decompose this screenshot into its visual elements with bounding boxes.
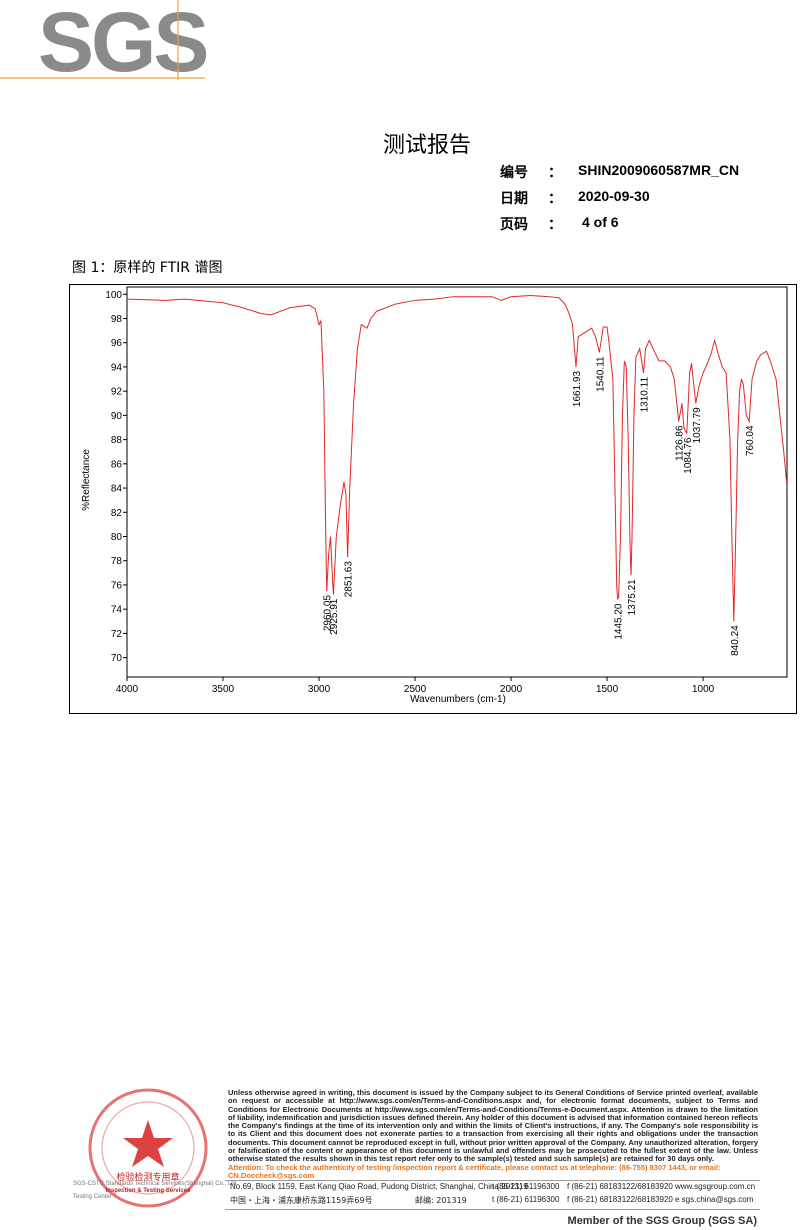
field-value: 2020-09-30 <box>578 188 650 204</box>
email: e sgs.china@sgs.com <box>675 1195 754 1204</box>
peak-label: 1310.11 <box>640 377 651 413</box>
rule <box>225 1180 760 1181</box>
y-tick-label: 72 <box>111 629 123 640</box>
figure-caption: 图 1：原样的 FTIR 谱图 <box>72 260 223 276</box>
field-sep: ： <box>548 216 562 232</box>
rule <box>225 1209 760 1210</box>
peak-label: 1445.20 <box>614 603 625 640</box>
member-text: Member of the SGS Group (SGS SA) <box>567 1215 757 1227</box>
phone: t (86-21) 61196300 <box>492 1195 560 1204</box>
postcode: 邮编: 201319 <box>415 1196 467 1205</box>
y-tick-label: 78 <box>111 556 123 567</box>
y-tick-label: 86 <box>111 459 123 470</box>
plot-frame <box>126 286 788 678</box>
stamp-company: SGS-CSTC Standards Technical Services(Sh… <box>73 1181 238 1187</box>
attention-text: Attention: To check the authenticity of … <box>228 1163 721 1181</box>
spectrum-line <box>126 294 788 622</box>
field-label: 编号 <box>500 164 528 180</box>
x-tick-label: 1000 <box>692 684 715 695</box>
peak-label: 2960.05 <box>323 595 334 632</box>
y-tick-label: 88 <box>111 435 123 446</box>
stamp-seal: 检验检测专用章 <box>116 1171 179 1182</box>
y-tick-label: 94 <box>111 362 123 373</box>
field-sep: ： <box>548 164 562 180</box>
field-label: 日期 <box>500 190 528 206</box>
x-tick-label: 1500 <box>596 684 619 695</box>
legal-text: Unless otherwise agreed in writing, this… <box>228 1088 758 1164</box>
y-tick-label: 98 <box>111 314 123 325</box>
stamp: 检验检测专用章 Inspection & Testing Services <box>88 1088 208 1208</box>
peak-label: 2925.91 <box>329 598 340 635</box>
peak-label: 760.04 <box>745 425 756 456</box>
peak-label: 1126.86 <box>675 425 686 461</box>
peak-label: 2851.63 <box>344 561 355 598</box>
y-tick-label: 84 <box>111 484 123 495</box>
website: www.sgsgroup.com.cn <box>675 1182 756 1191</box>
y-tick-label: 92 <box>111 387 123 398</box>
address: 中国・上海・浦东康桥东路1159弄69号 <box>230 1196 373 1205</box>
peak-label: 1661.93 <box>572 371 583 408</box>
address: No.69, Block 1159, East Kang Qiao Road, … <box>230 1182 528 1191</box>
y-axis-label: %Reflectance <box>81 449 92 511</box>
fax: f (86-21) 68183122/68183920 <box>567 1182 673 1191</box>
field-value: SHIN2009060587MR_CN <box>578 162 740 178</box>
peak-label: 1540.11 <box>595 356 606 392</box>
report-title: 测试报告 <box>383 133 472 158</box>
peak-label: 1375.21 <box>627 579 638 616</box>
y-tick-label: 74 <box>111 605 123 616</box>
y-tick-label: 96 <box>111 338 123 349</box>
x-tick-label: 4000 <box>116 684 139 695</box>
x-axis-label: Wavenumbers (cm-1) <box>410 694 506 705</box>
peak-label: 840.24 <box>730 625 741 656</box>
y-tick-label: 70 <box>111 653 123 664</box>
x-tick-label: 3000 <box>308 684 331 695</box>
chart: %Reflectance Wavenumbers (cm-1) 70 72 74 76… <box>69 284 797 714</box>
y-tick-label: 82 <box>111 508 123 519</box>
y-tick-label: 100 <box>105 290 122 301</box>
field-value: 4 of 6 <box>582 214 619 230</box>
stamp-service: Inspection & Testing Services <box>106 1188 192 1194</box>
x-tick-label: 2000 <box>500 684 523 695</box>
x-tick-label: 2500 <box>404 684 427 695</box>
peak-label: 1037.79 <box>692 407 703 444</box>
field-label: 页码 <box>500 216 528 232</box>
y-tick-label: 80 <box>111 532 123 543</box>
x-tick-label: 3500 <box>212 684 235 695</box>
y-tick-label: 90 <box>111 411 123 422</box>
field-sep: ： <box>548 190 562 206</box>
fax: f (86-21) 68183122/68183920 <box>567 1195 673 1204</box>
logo-lines <box>0 0 205 80</box>
chart-border <box>69 284 797 714</box>
stamp-center: Testing Center <box>73 1194 112 1200</box>
y-tick-label: 76 <box>111 580 123 591</box>
logo: SGS <box>38 0 209 89</box>
phone: t (86-21) 61196300 <box>492 1182 560 1191</box>
peak-label: 1084.76 <box>683 437 694 474</box>
